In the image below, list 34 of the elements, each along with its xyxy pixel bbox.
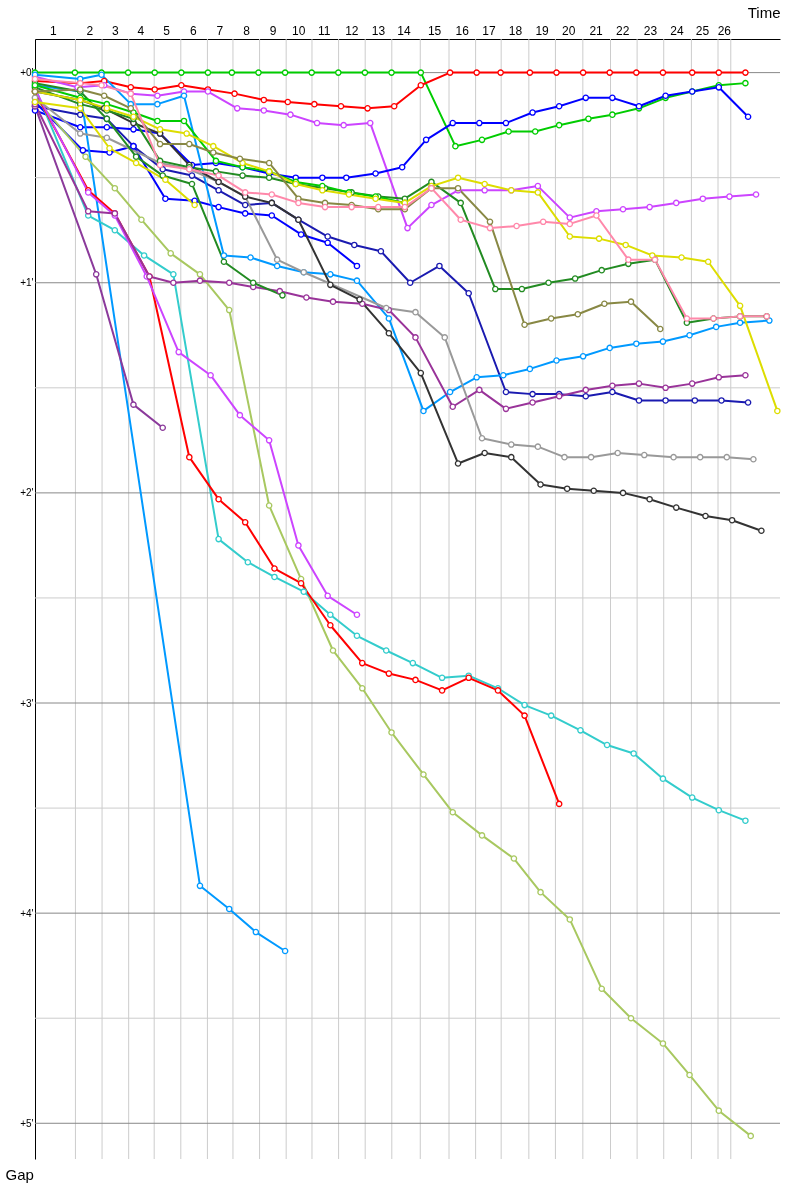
x-tick-label: 14 [397,23,411,38]
x-tick-label: 5 [163,23,171,38]
x-tick-label: 19 [535,23,550,38]
x-tick-label: 24 [670,23,684,38]
x-tick-label: 3 [111,23,119,38]
x-tick-label: 7 [216,23,224,38]
x-tick-label: 18 [508,23,523,38]
x-tick-label: 1 [49,23,57,38]
x-tick-label: 23 [643,23,658,38]
x-tick-label: 22 [616,23,630,38]
y-tick-label: +0' [20,67,34,79]
x-tick-label: 26 [717,23,732,38]
x-tick-label: 11 [317,23,331,38]
x-axis-title: Time [747,3,781,21]
x-tick-label: 9 [269,23,277,38]
x-tick-label: 16 [455,23,470,38]
x-tick-label: 17 [482,23,496,38]
y-tick-label: +2' [20,487,34,499]
y-tick-label: +5' [20,1117,34,1129]
x-tick-label: 13 [371,23,386,38]
y-tick-label: +4' [20,907,34,919]
x-tick-label: 4 [137,23,145,38]
x-tick-label: 15 [427,23,442,38]
y-tick-label: +1' [20,277,34,289]
y-axis-title: Gap [5,1165,34,1183]
x-tick-label: 6 [189,23,197,38]
x-tick-label: 20 [562,23,576,38]
x-tick-label: 2 [86,23,94,38]
y-tick-label: +3' [20,697,34,709]
x-tick-label: 21 [589,23,604,38]
x-tick-label: 25 [695,23,710,38]
x-tick-label: 8 [243,23,251,38]
x-tick-label: 10 [291,23,306,38]
x-tick-label: 12 [345,23,359,38]
